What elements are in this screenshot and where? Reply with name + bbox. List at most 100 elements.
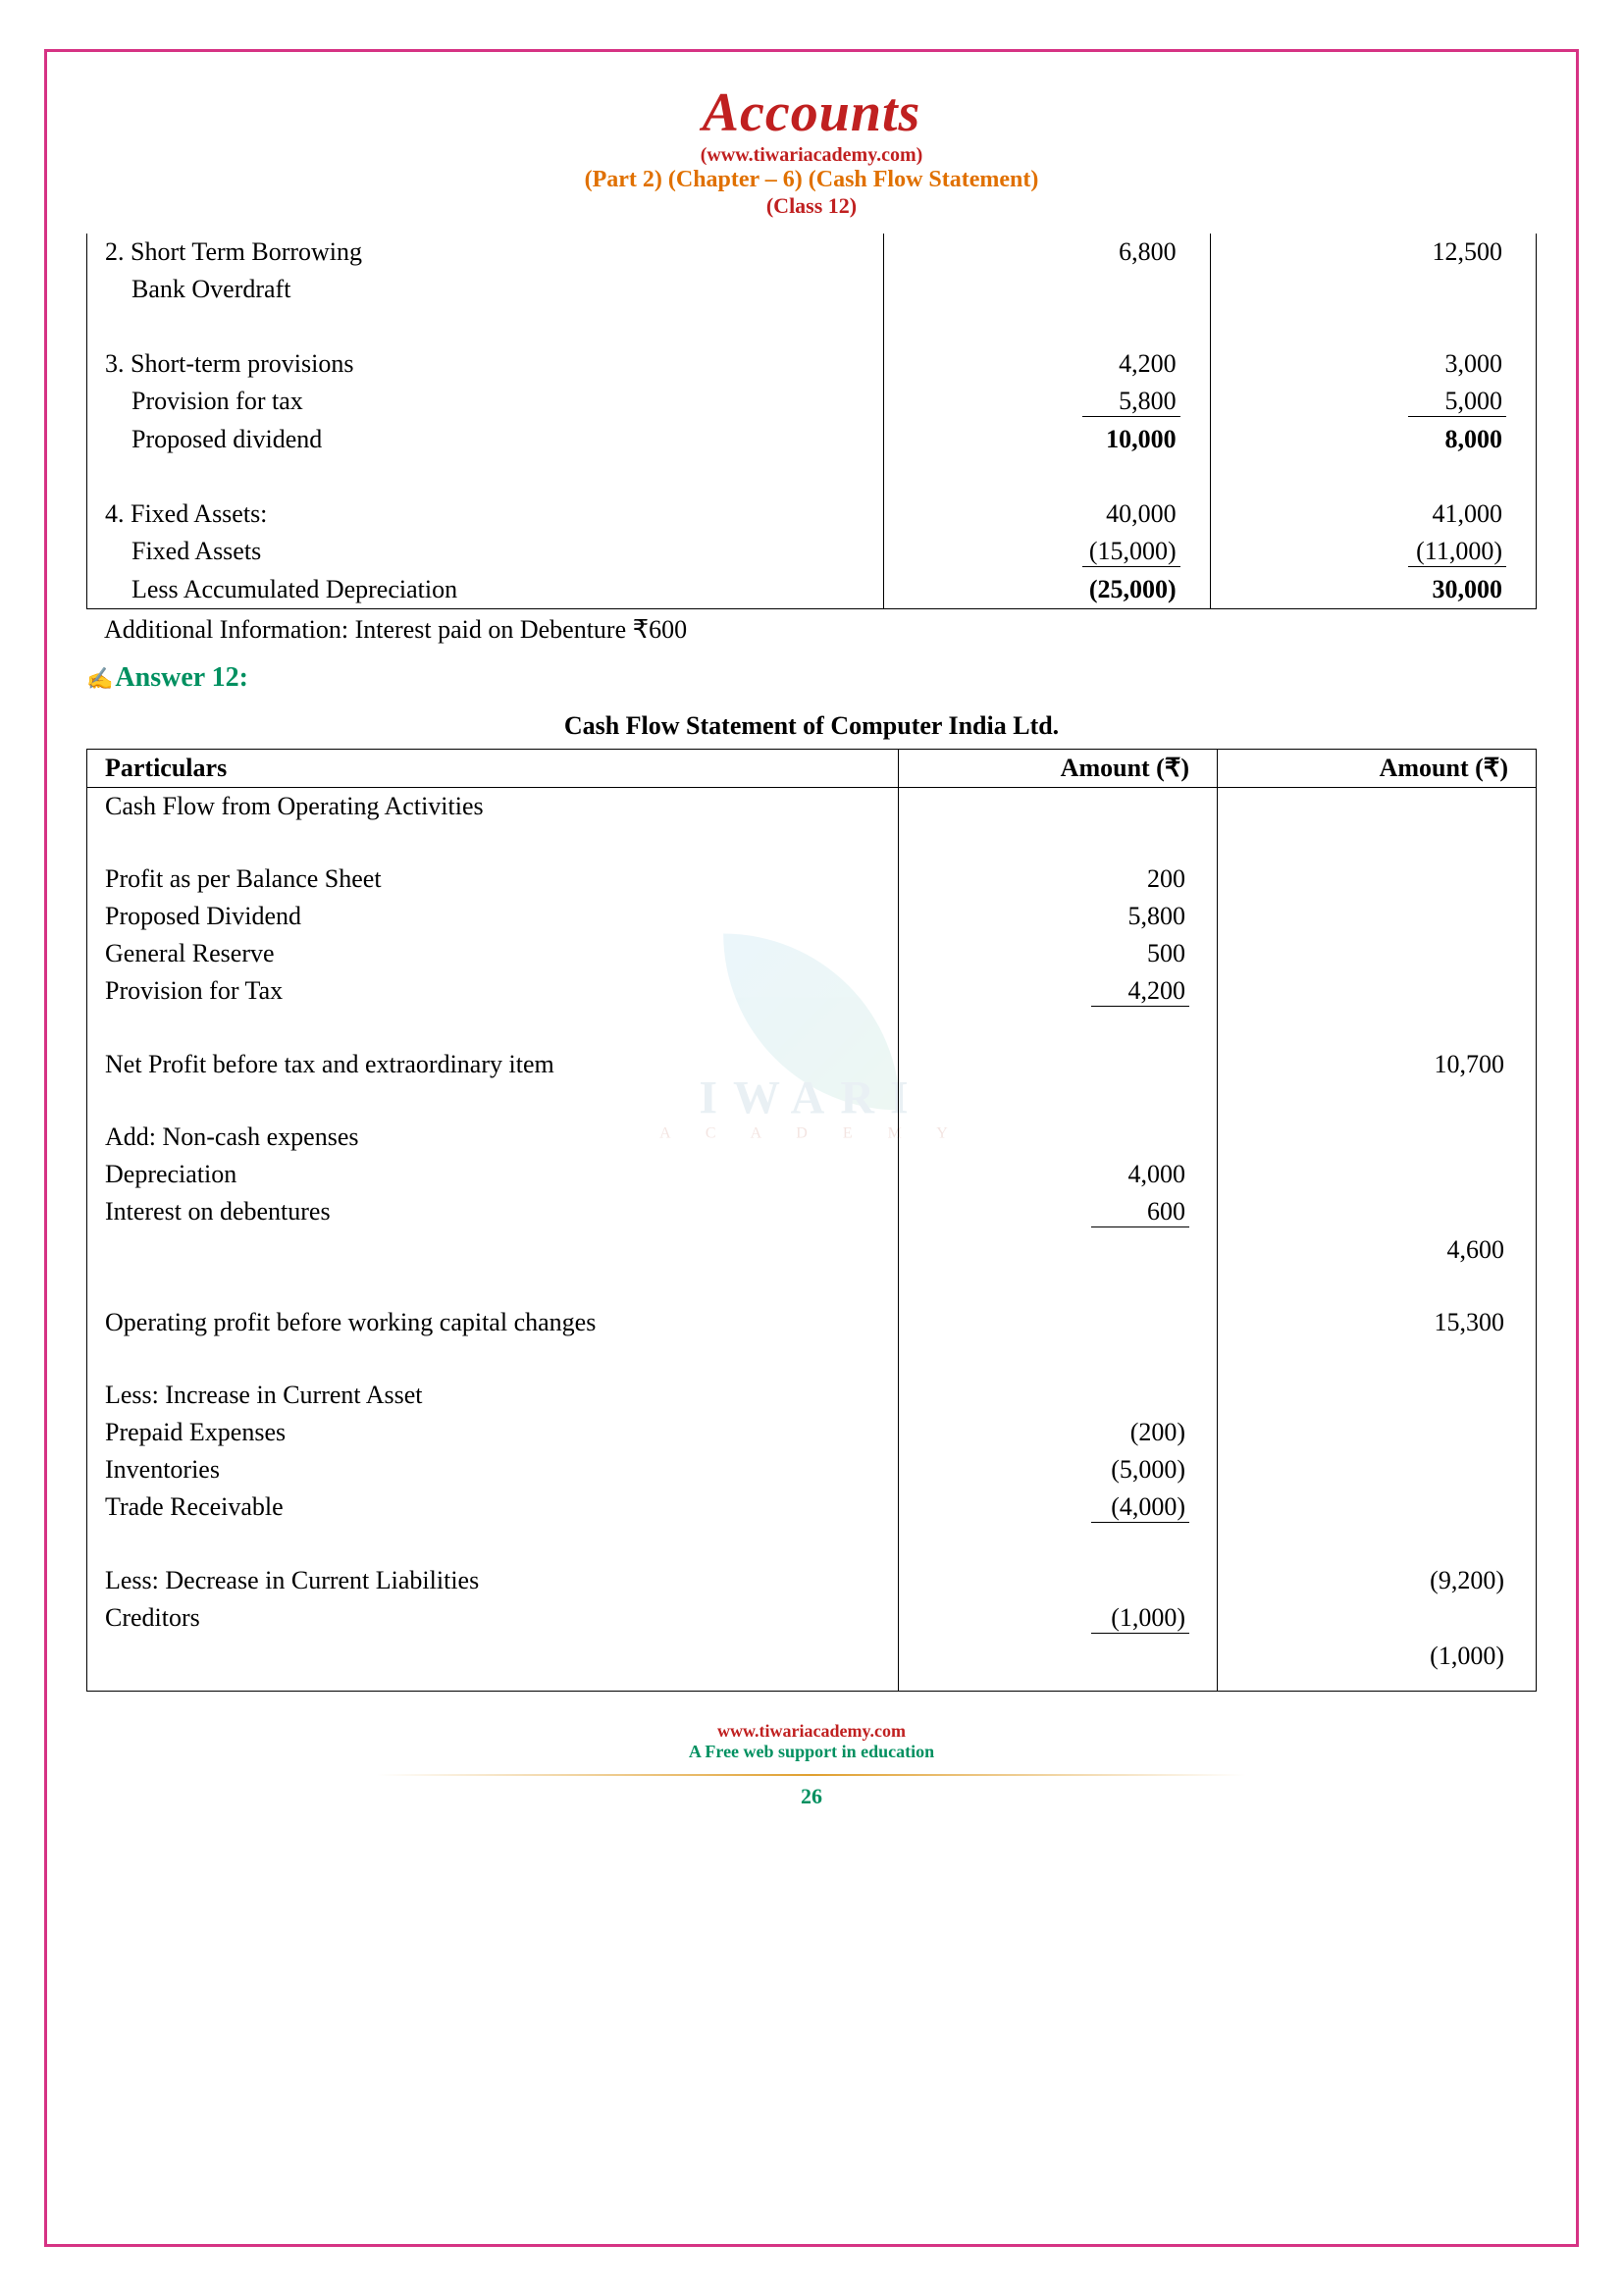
main-title: Accounts <box>86 81 1537 144</box>
part-chapter: (Part 2) (Chapter – 6) (Cash Flow Statem… <box>86 167 1537 193</box>
amount-cell <box>899 788 1218 826</box>
table-label <box>87 308 884 345</box>
cash-flow-table: ParticularsAmount (₹)Amount (₹)Cash Flow… <box>86 749 1537 1692</box>
class-info: (Class 12) <box>86 193 1537 219</box>
amount-cell: 4,600 <box>1218 1231 1537 1269</box>
amount-cell: (4,000) <box>899 1488 1218 1527</box>
footer: www.tiwariacademy.com A Free web support… <box>86 1721 1537 1809</box>
particulars-cell: Inventories <box>87 1451 899 1488</box>
table-cell: 8,000 <box>1210 421 1536 458</box>
spacer-cell <box>1218 1083 1537 1119</box>
table-cell: 3,000 <box>1210 345 1536 383</box>
table-cell: 5,000 <box>1210 383 1536 421</box>
table-label: Fixed Assets <box>87 533 884 571</box>
table-cell: 40,000 <box>884 496 1210 533</box>
particulars-cell: Interest on debentures <box>87 1193 899 1231</box>
table-label: Provision for tax <box>87 383 884 421</box>
amount-cell: (1,000) <box>1218 1638 1537 1692</box>
particulars-cell: Creditors <box>87 1599 899 1638</box>
table-label: Proposed dividend <box>87 421 884 458</box>
spacer-cell <box>87 825 899 861</box>
particulars-cell: Cash Flow from Operating Activities <box>87 788 899 826</box>
particulars-cell: Proposed Dividend <box>87 898 899 935</box>
particulars-cell: Depreciation <box>87 1156 899 1193</box>
spacer-cell <box>87 1527 899 1562</box>
amount-cell <box>899 1231 1218 1269</box>
amount-cell: (200) <box>899 1414 1218 1451</box>
table-cell: 12,500 <box>1210 234 1536 271</box>
column-header: Amount (₹) <box>899 750 1218 788</box>
page-number: 26 <box>86 1784 1537 1809</box>
footer-url: www.tiwariacademy.com <box>86 1721 1537 1742</box>
spacer-cell <box>1218 1011 1537 1046</box>
amount-cell: 500 <box>899 935 1218 972</box>
document-header: Accounts (www.tiwariacademy.com) (Part 2… <box>86 81 1537 219</box>
amount-cell <box>1218 1488 1537 1527</box>
amount-cell <box>899 1046 1218 1083</box>
particulars-cell: Prepaid Expenses <box>87 1414 899 1451</box>
amount-cell <box>899 1119 1218 1156</box>
amount-cell <box>1218 1599 1537 1638</box>
notes-table: 2. Short Term Borrowing6,80012,500Bank O… <box>86 234 1537 609</box>
additional-info: Additional Information: Interest paid on… <box>86 609 1537 651</box>
spacer-cell <box>899 1269 1218 1304</box>
table-label: Less Accumulated Depreciation <box>87 571 884 609</box>
spacer-cell <box>1218 1341 1537 1377</box>
particulars-cell: General Reserve <box>87 935 899 972</box>
spacer-cell <box>1218 1269 1537 1304</box>
amount-cell: 15,300 <box>1218 1304 1537 1341</box>
spacer-cell <box>1218 1527 1537 1562</box>
particulars-cell: Trade Receivable <box>87 1488 899 1527</box>
table-label: 4. Fixed Assets: <box>87 496 884 533</box>
particulars-cell: Less: Decrease in Current Liabilities <box>87 1562 899 1599</box>
amount-cell <box>1218 1156 1537 1193</box>
amount-cell: 10,700 <box>1218 1046 1537 1083</box>
amount-cell <box>1218 1414 1537 1451</box>
spacer-cell <box>899 1341 1218 1377</box>
answer-heading: Answer 12: <box>86 662 1537 694</box>
amount-cell <box>899 1304 1218 1341</box>
amount-cell <box>899 1562 1218 1599</box>
table-label <box>87 458 884 496</box>
table-cell: 4,200 <box>884 345 1210 383</box>
table-cell <box>1210 458 1536 496</box>
particulars-cell: Provision for Tax <box>87 972 899 1011</box>
particulars-cell <box>87 1638 899 1692</box>
amount-cell: 200 <box>899 861 1218 898</box>
spacer-cell <box>87 1083 899 1119</box>
table-cell: 41,000 <box>1210 496 1536 533</box>
cash-flow-title: Cash Flow Statement of Computer India Lt… <box>86 711 1537 741</box>
table-cell <box>1210 271 1536 308</box>
particulars-cell: Add: Non-cash expenses <box>87 1119 899 1156</box>
table-cell: 10,000 <box>884 421 1210 458</box>
particulars-cell: Operating profit before working capital … <box>87 1304 899 1341</box>
table-cell: (25,000) <box>884 571 1210 609</box>
spacer-cell <box>87 1341 899 1377</box>
website-url: (www.tiwariacademy.com) <box>86 144 1537 167</box>
table-cell <box>884 458 1210 496</box>
particulars-cell: Profit as per Balance Sheet <box>87 861 899 898</box>
amount-cell: 4,000 <box>899 1156 1218 1193</box>
table-label: 3. Short-term provisions <box>87 345 884 383</box>
amount-cell <box>1218 898 1537 935</box>
spacer-cell <box>1218 825 1537 861</box>
amount-cell <box>899 1377 1218 1414</box>
table-label: Bank Overdraft <box>87 271 884 308</box>
footer-divider <box>377 1774 1247 1776</box>
table-cell <box>1210 308 1536 345</box>
amount-cell <box>1218 788 1537 826</box>
spacer-cell <box>899 825 1218 861</box>
amount-cell <box>1218 1377 1537 1414</box>
amount-cell <box>1218 1119 1537 1156</box>
table-cell: 5,800 <box>884 383 1210 421</box>
spacer-cell <box>87 1269 899 1304</box>
column-header: Particulars <box>87 750 899 788</box>
amount-cell: 5,800 <box>899 898 1218 935</box>
amount-cell <box>1218 935 1537 972</box>
table-cell: (11,000) <box>1210 533 1536 571</box>
spacer-cell <box>899 1527 1218 1562</box>
amount-cell: (5,000) <box>899 1451 1218 1488</box>
column-header: Amount (₹) <box>1218 750 1537 788</box>
particulars-cell <box>87 1231 899 1269</box>
spacer-cell <box>899 1083 1218 1119</box>
